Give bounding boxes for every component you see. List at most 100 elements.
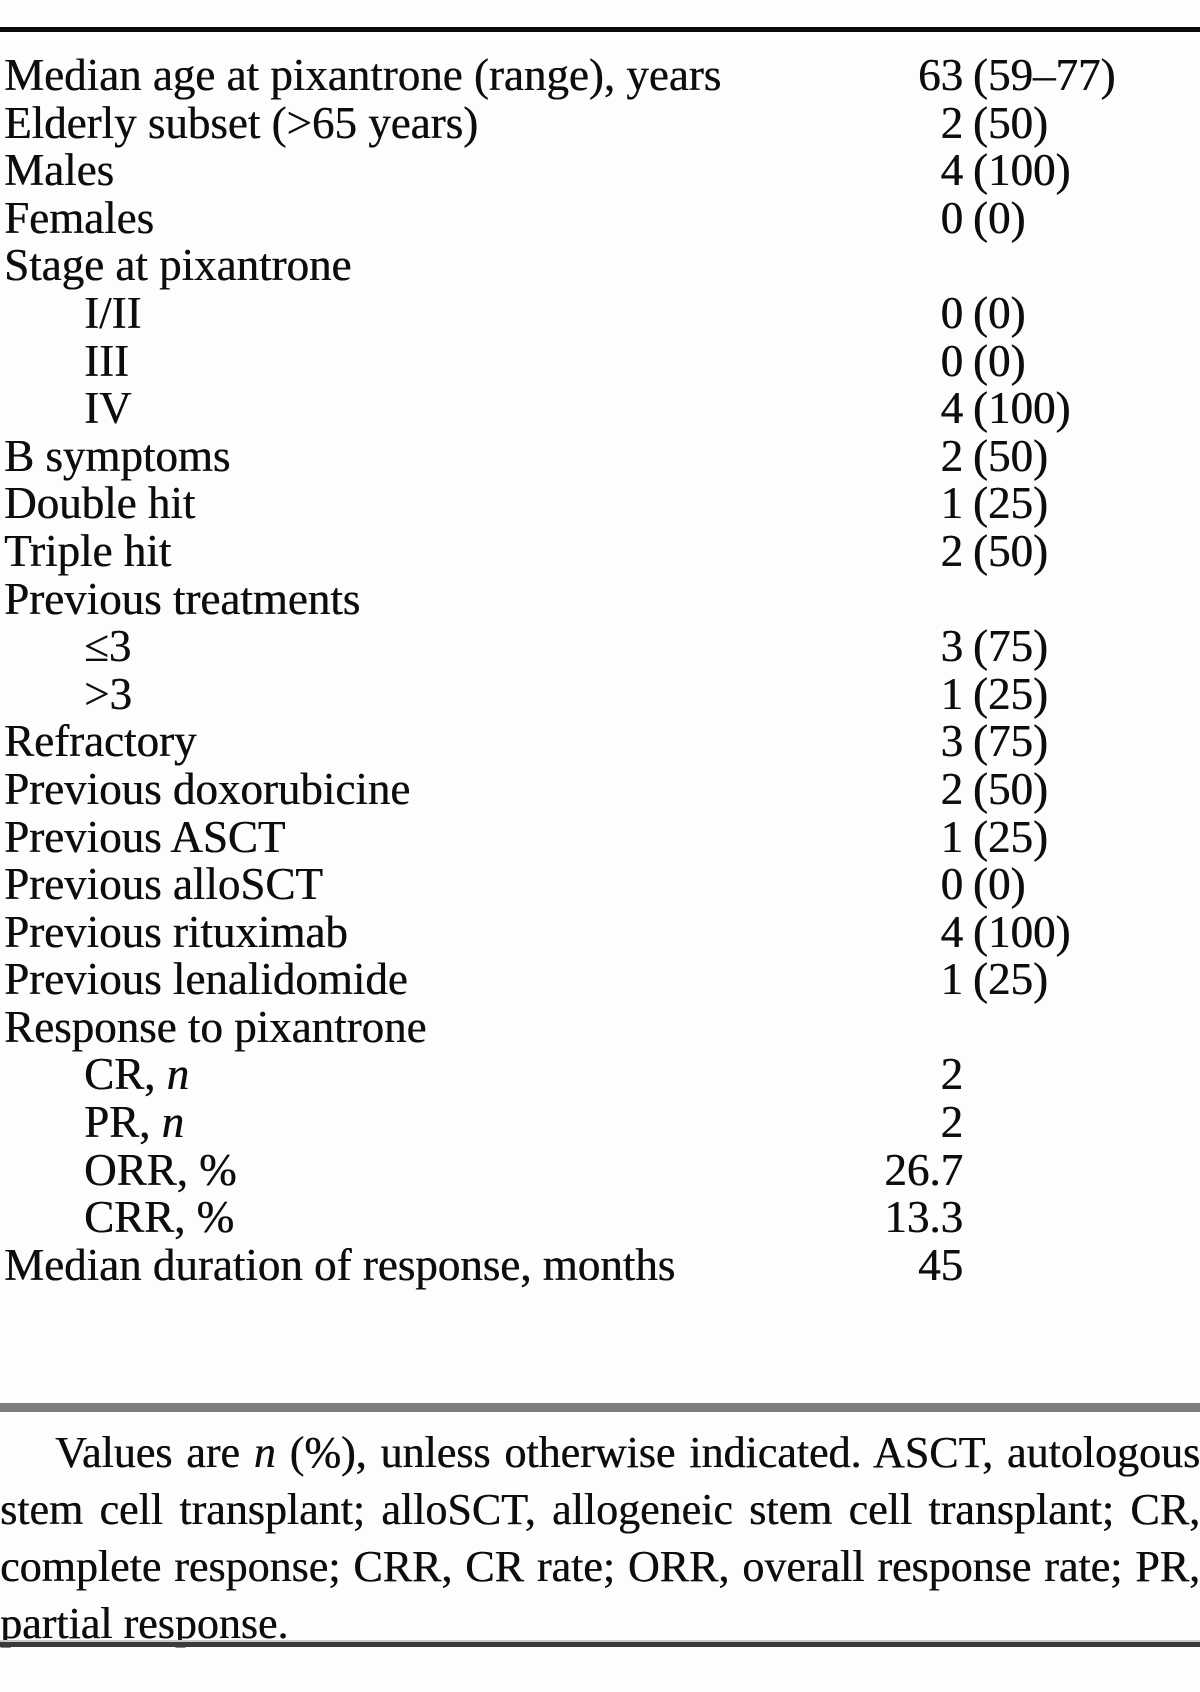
row-value: 13.3 xyxy=(878,1194,1200,1242)
row-value-number: 45 xyxy=(918,1239,963,1290)
row-value: 0 (0) xyxy=(878,287,1200,338)
row-value-number: 1 xyxy=(940,478,964,529)
row-label: ≤3 xyxy=(4,621,878,672)
row-value: 2 (50) xyxy=(878,525,1200,576)
table-row: Females 0 (0) xyxy=(4,192,1200,243)
row-value-percent: (25) xyxy=(972,811,1048,862)
row-value: 45 xyxy=(878,1239,1200,1290)
row-value-percent: (100) xyxy=(972,906,1071,957)
row-label: Females xyxy=(4,192,878,243)
table-row: Previous alloSCT 0 (0) xyxy=(4,859,1200,910)
row-value-number: 4 xyxy=(940,906,964,957)
row-value-number: 3 xyxy=(940,621,964,672)
row-value-percent: (50) xyxy=(972,525,1048,576)
row-value-percent: (50) xyxy=(972,763,1048,814)
table-row: CR, n 2 xyxy=(4,1051,1200,1099)
row-value-number: 3 xyxy=(940,716,964,767)
row-value-percent: (59–77) xyxy=(972,50,1116,100)
row-value-number: 0 xyxy=(940,192,964,243)
row-value-number: 0 xyxy=(940,287,964,338)
row-label-text: Previous lenalidomide xyxy=(4,954,408,1005)
table-row: CRR, % 13.3 xyxy=(4,1192,1200,1243)
footnote-italic-n: n xyxy=(253,1428,276,1477)
row-label-text: Previous rituximab xyxy=(4,906,348,957)
row-value-number: 4 xyxy=(940,145,964,196)
row-label-text: PR, xyxy=(84,1097,162,1148)
footnote-text-pre: Values are xyxy=(55,1428,254,1477)
row-label-text: Females xyxy=(4,192,154,243)
row-label: Previous ASCT xyxy=(4,813,878,862)
table-footnote: Values are n (%), unless otherwise indic… xyxy=(0,1424,1200,1652)
table-row: Previous ASCT 1 (25) xyxy=(4,811,1200,862)
table-row: Median duration of response, months 45 xyxy=(4,1239,1200,1290)
row-label: Previous treatments xyxy=(4,573,878,624)
row-label-text: I/II xyxy=(84,287,142,338)
row-label-text: Elderly subset (>65 years) xyxy=(4,97,478,148)
row-value: 26.7 xyxy=(878,1146,1200,1195)
row-value-number: 0 xyxy=(940,335,964,386)
row-value-percent: (25) xyxy=(972,668,1048,719)
row-value: 4 (100) xyxy=(878,385,1200,433)
row-label-text: ≤3 xyxy=(84,621,132,672)
row-label: Median age at pixantrone (range), years xyxy=(4,51,878,100)
table-row: Response to pixantrone xyxy=(4,1003,1200,1052)
row-label: CR, n xyxy=(4,1051,878,1099)
row-value: 4 (100) xyxy=(878,147,1200,195)
row-label: Refractory xyxy=(4,718,878,766)
row-label-text: Triple hit xyxy=(4,525,172,576)
row-value: 2 xyxy=(878,1097,1200,1148)
table-row: Median age at pixantrone (range), years … xyxy=(4,50,1200,100)
row-label: Previous doxorubicine xyxy=(4,765,878,814)
row-label: ORR, % xyxy=(4,1144,878,1195)
row-label: IV xyxy=(4,384,878,433)
row-value: 1 (25) xyxy=(878,956,1200,1004)
row-value-percent: (50) xyxy=(972,430,1048,481)
row-label: Elderly subset (>65 years) xyxy=(4,97,878,148)
row-label-text: Previous alloSCT xyxy=(4,859,323,910)
table-row: PR, n 2 xyxy=(4,1097,1200,1148)
table-row: Elderly subset (>65 years) 2 (50) xyxy=(4,97,1200,148)
row-value-percent: (75) xyxy=(972,621,1048,672)
row-label: Stage at pixantrone xyxy=(4,242,878,290)
row-value-number: 2 xyxy=(940,525,964,576)
table-row: I/II 0 (0) xyxy=(4,287,1200,338)
row-value: 2 xyxy=(878,1051,1200,1099)
row-value-percent: (100) xyxy=(972,145,1071,196)
row-value-percent: (0) xyxy=(972,192,1026,243)
row-value-number: 63 xyxy=(918,50,963,100)
row-label: Previous alloSCT xyxy=(4,859,878,910)
row-label: Double hit xyxy=(4,480,878,528)
row-value: 1 (25) xyxy=(878,811,1200,862)
table-bottom-rule xyxy=(0,1640,1200,1647)
row-label-text: CR, xyxy=(84,1049,167,1100)
row-label: Previous rituximab xyxy=(4,906,878,957)
patient-characteristics-table: Median age at pixantrone (range), years … xyxy=(4,50,1200,1290)
row-label: Triple hit xyxy=(4,525,878,576)
row-value-number: 2 xyxy=(940,1097,964,1148)
row-label-text: Refractory xyxy=(4,716,197,767)
table-footnote-separator-rule xyxy=(0,1403,1200,1412)
row-label-text: CRR, % xyxy=(84,1192,235,1243)
row-label-text: ORR, % xyxy=(84,1144,237,1195)
row-label: I/II xyxy=(4,287,878,338)
row-label: Response to pixantrone xyxy=(4,1003,878,1052)
row-value-percent: (75) xyxy=(972,716,1048,767)
row-value: 1 (25) xyxy=(878,668,1200,719)
table-row: IV 4 (100) xyxy=(4,384,1200,433)
table-row: Stage at pixantrone xyxy=(4,242,1200,290)
row-label: III xyxy=(4,337,878,386)
row-value-number: 2 xyxy=(940,1049,964,1100)
row-label-text: Stage at pixantrone xyxy=(4,240,352,291)
table-row: ORR, % 26.7 xyxy=(4,1144,1200,1195)
row-value-percent: (25) xyxy=(972,954,1048,1005)
table-row: Refractory 3 (75) xyxy=(4,718,1200,766)
row-label: Males xyxy=(4,146,878,195)
row-label-italic-n: n xyxy=(166,1049,190,1100)
table-row: >3 1 (25) xyxy=(4,668,1200,719)
row-value-number: 0 xyxy=(940,859,964,910)
row-label-italic-n: n xyxy=(161,1097,185,1148)
table-row: III 0 (0) xyxy=(4,335,1200,386)
row-label-text: Previous treatments xyxy=(4,573,361,624)
row-label: Previous lenalidomide xyxy=(4,954,878,1005)
